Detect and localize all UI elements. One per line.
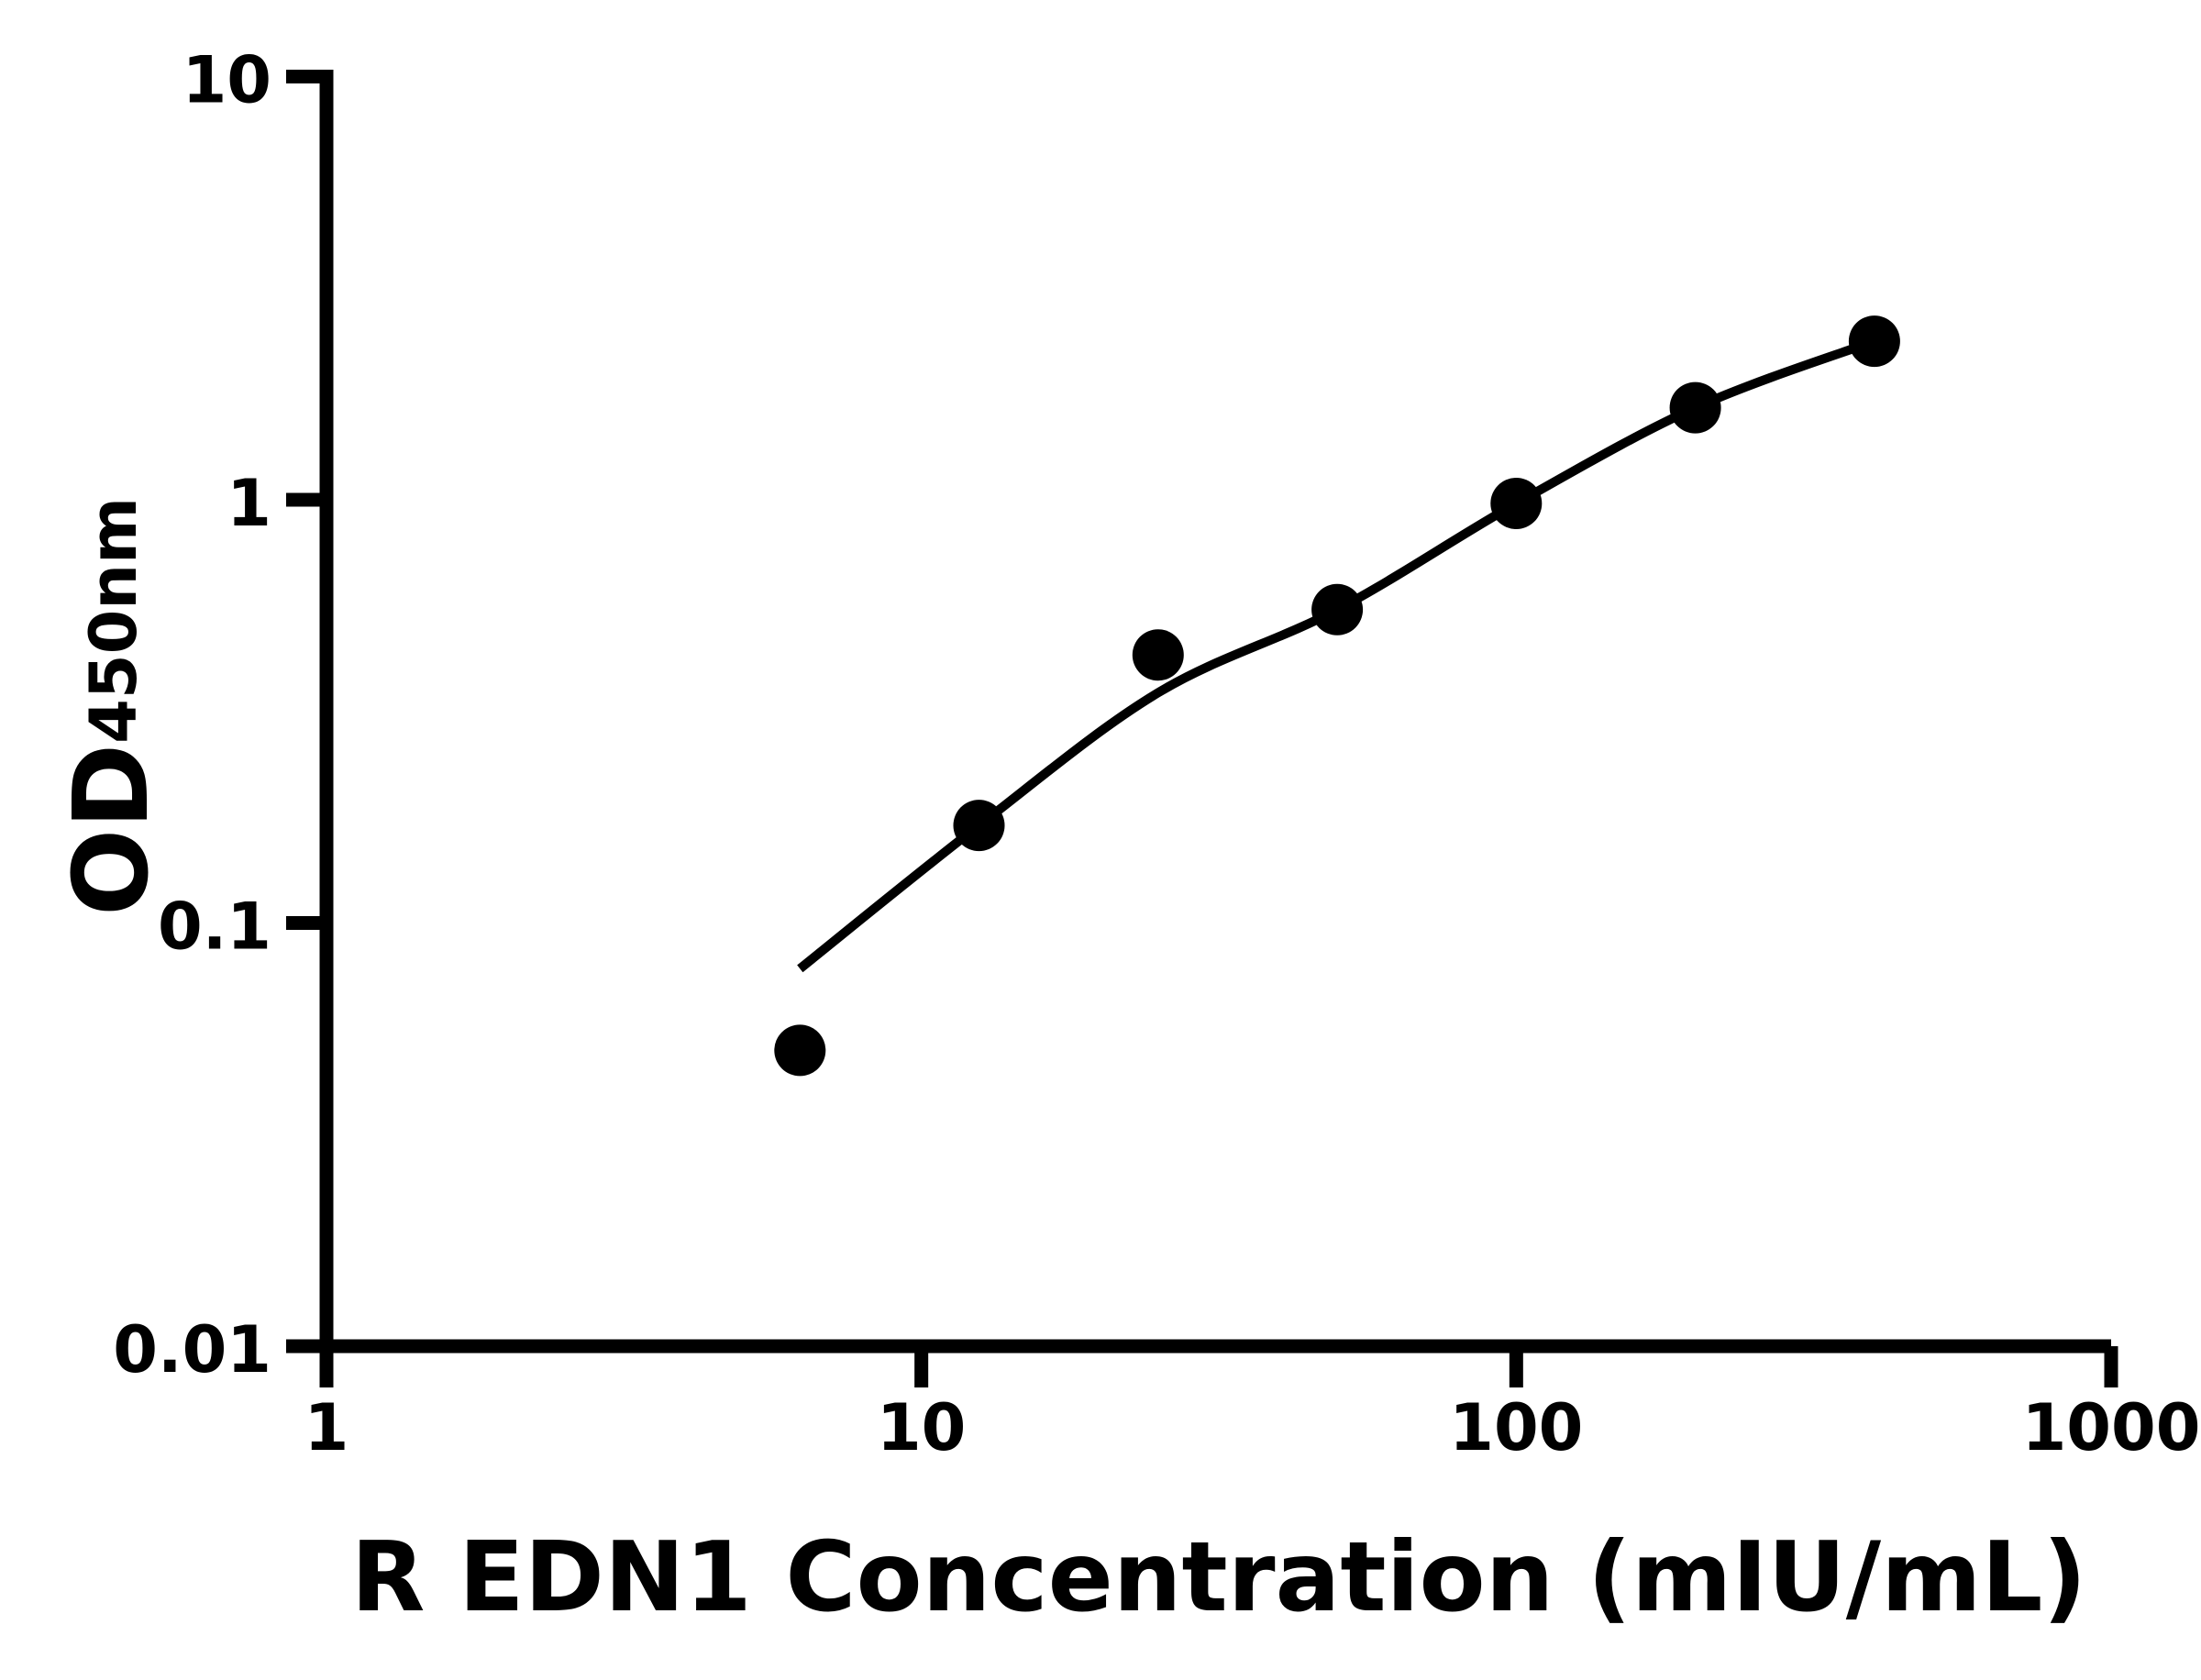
x-tick-label: 1 — [304, 1390, 349, 1465]
elisa-standard-curve-figure: 1 10 100 1000 10 1 0.1 0.01 R EDN1 Concentrati… — [37, 15, 2201, 1665]
y-axis-title-subscript: 450nm — [76, 497, 151, 744]
axes — [319, 70, 2111, 1354]
data-points — [774, 315, 1900, 1077]
x-axis-tick-labels: 1 10 100 1000 — [304, 1390, 2201, 1465]
y-axis-tick-labels: 10 1 0.1 0.01 — [113, 43, 271, 1388]
y-axis-ticks — [286, 70, 326, 1354]
chart-background — [37, 15, 2201, 1665]
data-point — [953, 800, 1005, 852]
x-tick-label: 1000 — [2022, 1390, 2201, 1465]
y-tick-label: 0.1 — [158, 890, 271, 965]
data-point — [1848, 315, 1900, 368]
y-tick-label: 0.01 — [113, 1312, 271, 1387]
y-tick-label: 1 — [227, 466, 271, 541]
y-axis-title-main: OD — [52, 744, 171, 916]
data-point — [1490, 478, 1543, 529]
data-point — [1669, 381, 1721, 434]
y-tick-label: 10 — [182, 43, 271, 118]
y-axis-title: OD450nm — [52, 497, 171, 916]
data-point — [774, 1024, 826, 1077]
x-tick-label: 10 — [877, 1390, 966, 1465]
x-axis-title: R EDN1 Concentration (mIU/mL) — [351, 1521, 2087, 1633]
x-tick-label: 100 — [1449, 1390, 1583, 1465]
standard-curve-chart: 1 10 100 1000 10 1 0.1 0.01 R EDN1 Concentrati… — [37, 15, 2201, 1665]
data-point — [1132, 629, 1184, 681]
data-point — [1311, 583, 1364, 636]
